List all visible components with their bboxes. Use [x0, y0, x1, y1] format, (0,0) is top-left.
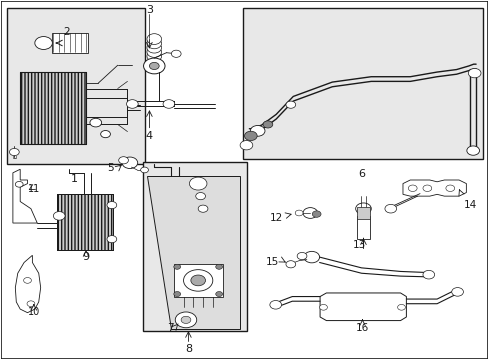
Circle shape — [173, 264, 180, 269]
Text: 14: 14 — [463, 200, 476, 210]
Circle shape — [269, 301, 281, 309]
Circle shape — [312, 211, 321, 217]
Circle shape — [303, 208, 317, 219]
Circle shape — [147, 46, 161, 57]
Circle shape — [149, 62, 159, 69]
Circle shape — [240, 140, 252, 150]
Circle shape — [466, 146, 479, 155]
Circle shape — [285, 101, 295, 108]
Text: 13: 13 — [352, 240, 365, 250]
Circle shape — [101, 131, 110, 138]
Polygon shape — [13, 169, 37, 223]
Circle shape — [126, 100, 138, 108]
Bar — [57, 194, 113, 250]
Bar — [52, 33, 88, 53]
Circle shape — [244, 131, 257, 140]
Circle shape — [141, 167, 148, 173]
Circle shape — [171, 50, 181, 57]
Circle shape — [107, 202, 117, 209]
Circle shape — [468, 68, 480, 78]
Circle shape — [183, 270, 212, 291]
Circle shape — [163, 100, 174, 108]
Polygon shape — [402, 180, 466, 196]
Circle shape — [189, 177, 206, 190]
Circle shape — [53, 212, 65, 220]
Text: 6: 6 — [357, 169, 364, 179]
Polygon shape — [15, 255, 41, 313]
Text: 1: 1 — [70, 174, 77, 184]
Text: 15: 15 — [265, 257, 278, 267]
Circle shape — [250, 126, 264, 136]
Circle shape — [304, 251, 319, 263]
Circle shape — [107, 235, 117, 243]
Bar — [243, 8, 482, 159]
Circle shape — [147, 42, 161, 53]
Bar — [20, 72, 86, 144]
Circle shape — [297, 252, 306, 260]
Circle shape — [198, 205, 207, 212]
Circle shape — [27, 301, 35, 307]
Circle shape — [422, 185, 431, 192]
Text: 2: 2 — [63, 27, 70, 37]
Circle shape — [173, 292, 180, 297]
Circle shape — [215, 264, 222, 269]
Text: 7: 7 — [167, 323, 173, 333]
Circle shape — [445, 185, 454, 192]
Circle shape — [147, 34, 161, 44]
Circle shape — [195, 193, 205, 200]
Circle shape — [190, 275, 205, 286]
Circle shape — [175, 312, 196, 328]
Circle shape — [422, 270, 434, 279]
Text: 9: 9 — [82, 252, 89, 262]
Circle shape — [9, 148, 19, 156]
Polygon shape — [320, 293, 406, 320]
Circle shape — [181, 316, 190, 323]
Text: 16: 16 — [355, 323, 368, 333]
Bar — [6, 8, 144, 164]
Circle shape — [215, 292, 222, 297]
Circle shape — [147, 51, 161, 62]
Bar — [356, 207, 369, 220]
Circle shape — [15, 181, 23, 187]
Circle shape — [23, 278, 31, 283]
Bar — [173, 264, 222, 297]
Text: 3: 3 — [145, 5, 153, 15]
Bar — [356, 216, 369, 239]
Text: 5: 5 — [107, 163, 114, 173]
Polygon shape — [147, 176, 239, 329]
Circle shape — [319, 305, 327, 310]
Circle shape — [147, 38, 161, 49]
Circle shape — [384, 204, 396, 213]
Circle shape — [285, 261, 295, 268]
Circle shape — [119, 157, 128, 164]
Text: 4: 4 — [145, 131, 153, 141]
Circle shape — [90, 118, 102, 127]
Circle shape — [35, 37, 52, 49]
Text: 12: 12 — [270, 213, 283, 222]
Text: 10: 10 — [28, 307, 40, 317]
Circle shape — [397, 305, 405, 310]
Text: 8: 8 — [184, 344, 192, 354]
Circle shape — [143, 58, 164, 74]
Circle shape — [451, 288, 463, 296]
Circle shape — [263, 121, 272, 128]
Text: 11: 11 — [27, 184, 40, 194]
Circle shape — [355, 203, 370, 215]
Circle shape — [407, 185, 416, 192]
Bar — [143, 162, 246, 331]
Circle shape — [122, 157, 138, 168]
Circle shape — [295, 210, 303, 216]
